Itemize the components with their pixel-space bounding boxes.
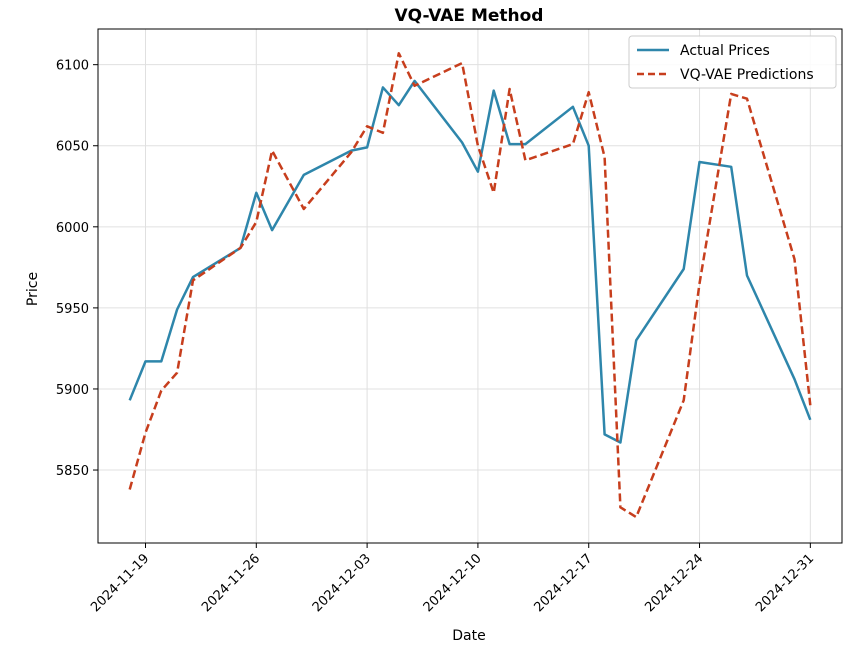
data-point (588, 145, 590, 147)
x-axis: 2024-11-19 2024-11-26 2024-12-03 2024-12-10… (88, 543, 817, 615)
y-tick-label: 6000 (56, 221, 89, 236)
data-point (461, 62, 463, 64)
x-tick-label: 2024-12-24 (642, 551, 706, 615)
series-line-vq-vae-predictions (128, 52, 812, 519)
series-layer (128, 52, 812, 519)
y-axis: 5850 5900 5950 6000 6050 6100 (56, 59, 98, 479)
data-point (303, 208, 305, 210)
data-point (145, 360, 147, 362)
data-point (477, 145, 479, 147)
data-point (382, 132, 384, 134)
chart-title: VQ-VAE Method (395, 6, 544, 26)
y-tick-label: 5900 (56, 383, 89, 398)
y-tick-label: 5850 (56, 464, 89, 479)
data-point (572, 143, 574, 145)
x-tick-label: 2024-12-17 (532, 551, 596, 615)
data-point (398, 52, 400, 54)
data-point (746, 275, 748, 277)
data-point (366, 125, 368, 127)
data-point (619, 506, 621, 508)
legend: Actual Prices VQ-VAE Predictions (628, 35, 837, 89)
data-point (255, 221, 257, 223)
data-point (145, 432, 147, 434)
data-point (730, 93, 732, 95)
data-point (683, 268, 685, 270)
data-point (746, 98, 748, 100)
data-point (477, 171, 479, 173)
data-point (414, 80, 416, 82)
y-tick-label: 5950 (56, 302, 89, 317)
data-point (683, 399, 685, 401)
data-point (524, 159, 526, 161)
data-point (176, 309, 178, 311)
plot-frame (97, 28, 843, 544)
data-point (588, 91, 590, 93)
data-point (461, 142, 463, 144)
x-tick-label: 2024-12-31 (753, 551, 817, 615)
data-point (604, 433, 606, 435)
data-point (160, 360, 162, 362)
legend-label-actual: Actual Prices (680, 43, 770, 59)
data-point (635, 339, 637, 341)
data-point (493, 192, 495, 194)
data-point (730, 166, 732, 168)
x-tick-label: 2024-12-03 (310, 551, 374, 615)
data-point (794, 378, 796, 380)
x-tick-label: 2024-11-26 (199, 551, 263, 615)
y-tick-label: 6050 (56, 140, 89, 155)
data-point (240, 247, 242, 249)
data-point (271, 150, 273, 152)
data-point (382, 86, 384, 88)
data-point (129, 399, 131, 401)
data-point (635, 516, 637, 518)
data-point (303, 174, 305, 176)
data-point (255, 192, 257, 194)
data-point (192, 279, 194, 281)
data-point (129, 489, 131, 491)
data-point (809, 404, 811, 406)
legend-label-predictions: VQ-VAE Predictions (680, 67, 814, 83)
data-point (271, 229, 273, 231)
data-point (192, 276, 194, 278)
data-point (572, 106, 574, 108)
data-point (524, 143, 526, 145)
data-point (350, 151, 352, 153)
data-point (699, 161, 701, 163)
y-tick-label: 6100 (56, 59, 89, 74)
data-point (699, 283, 701, 285)
data-point (366, 146, 368, 148)
data-point (493, 90, 495, 92)
data-point (509, 88, 511, 90)
data-point (509, 143, 511, 145)
data-point (604, 156, 606, 158)
data-point (809, 419, 811, 421)
series-line-actual-prices (128, 79, 812, 444)
data-point (160, 390, 162, 392)
x-tick-label: 2024-12-10 (421, 551, 485, 615)
data-point (794, 258, 796, 260)
x-tick-label: 2024-11-19 (88, 551, 152, 615)
data-point (619, 442, 621, 444)
x-axis-label: Date (452, 628, 485, 644)
data-point (176, 372, 178, 374)
y-axis-label: Price (25, 272, 41, 306)
data-point (414, 85, 416, 87)
data-point (398, 104, 400, 106)
legend-box (628, 35, 837, 89)
